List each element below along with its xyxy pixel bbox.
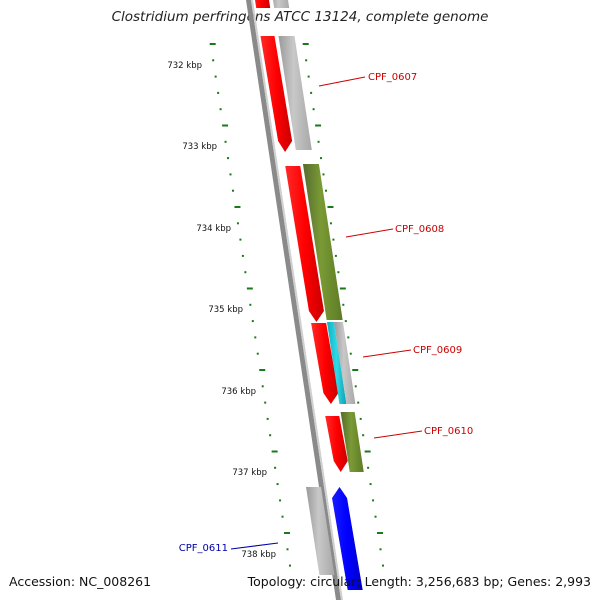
cog-feature-cpf-0607[interactable] — [278, 36, 312, 150]
cog-feature-cpf-0609-a[interactable] — [326, 322, 347, 404]
leader-cpf-0610 — [373, 430, 423, 439]
tick-marks-inner — [209, 43, 291, 567]
gene-feature-gray-lower[interactable] — [306, 487, 335, 575]
leader-cpf-0607 — [318, 76, 366, 87]
scale-label-732: 732 kbp — [167, 61, 202, 71]
map-title: Clostridium perfringens ATCC 13124, comp… — [111, 9, 489, 25]
gene-feature-cpf-0610[interactable] — [325, 416, 348, 472]
gene-feature-cpf-0607[interactable] — [260, 36, 293, 152]
cog-feature-cpf-0608[interactable] — [302, 164, 343, 320]
cog-feature-cpf-0609-b[interactable] — [333, 322, 356, 404]
scale-label-733: 733 kbp — [182, 142, 217, 152]
gene-feature-cpf-0611[interactable] — [332, 487, 363, 590]
accession-text: Accession: NC_008261 — [9, 574, 152, 589]
tick-marks-outer — [302, 43, 384, 567]
gene-label-cpf-0608[interactable]: CPF_0608 — [395, 224, 444, 235]
gene-feature-top[interactable] — [252, 0, 271, 8]
scale-labels: 732 kbp 733 kbp 734 kbp 735 kbp 736 kbp … — [167, 61, 276, 560]
leader-cpf-0609 — [362, 349, 412, 358]
leader-cpf-0611 — [230, 542, 279, 550]
genome-stats-text: Topology: circular; Length: 3,256,683 bp… — [247, 574, 591, 589]
scale-label-736: 736 kbp — [221, 387, 256, 397]
cog-feature-top[interactable] — [270, 0, 290, 8]
scale-label-734: 734 kbp — [196, 224, 231, 234]
scale-label-737: 737 kbp — [232, 468, 267, 478]
gene-label-cpf-0607[interactable]: CPF_0607 — [368, 72, 417, 83]
leader-cpf-0608 — [345, 228, 394, 238]
scale-label-738: 738 kbp — [241, 550, 276, 560]
cog-feature-cpf-0610[interactable] — [340, 412, 364, 472]
gene-label-cpf-0609[interactable]: CPF_0609 — [413, 345, 462, 356]
gene-feature-cpf-0609[interactable] — [311, 323, 339, 404]
scale-label-735: 735 kbp — [208, 305, 243, 315]
gene-label-cpf-0610[interactable]: CPF_0610 — [424, 426, 473, 437]
backbone — [246, 0, 343, 600]
gene-feature-cpf-0608[interactable] — [285, 166, 324, 322]
gene-label-cpf-0611[interactable]: CPF_0611 — [179, 543, 228, 554]
